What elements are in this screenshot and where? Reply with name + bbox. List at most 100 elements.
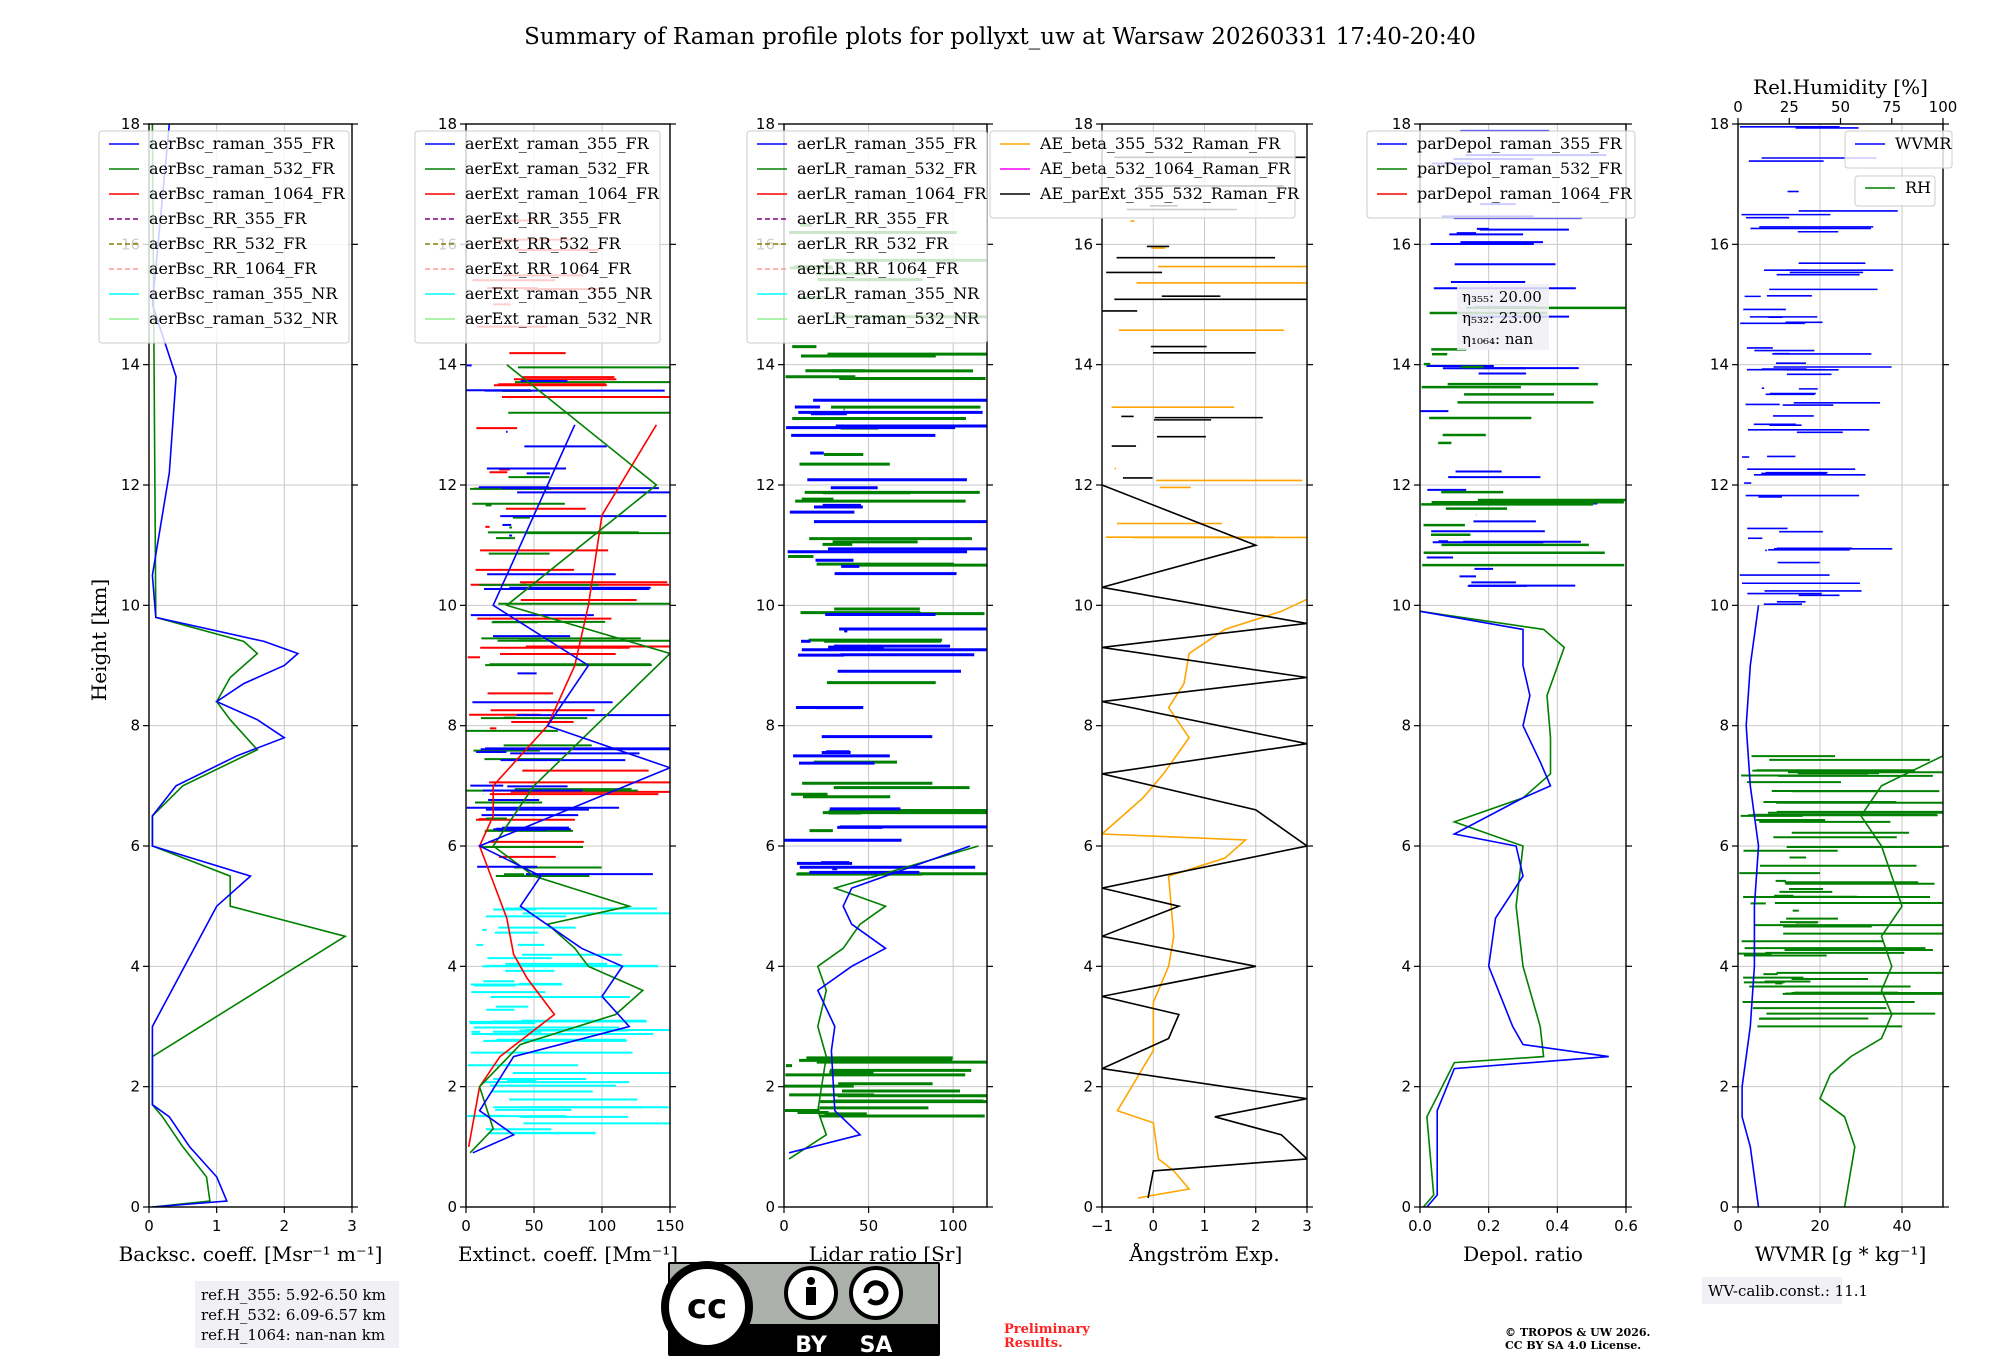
ext-1064-line bbox=[467, 424, 658, 1147]
y-tick-label: 16 bbox=[1392, 235, 1411, 253]
legend-label: parDepol_raman_355_FR bbox=[1417, 134, 1623, 153]
sa-icon bbox=[849, 1266, 903, 1320]
wv-calib-box: WV-calib.const.: 11.1 bbox=[1702, 1277, 1868, 1304]
y-tick-label: 8 bbox=[1083, 717, 1093, 735]
x-axis-label: Ångström Exp. bbox=[1128, 1241, 1279, 1266]
bsc-355-line bbox=[151, 124, 300, 1207]
legend-label: aerExt_RR_532_FR bbox=[465, 234, 622, 253]
legend-label: aerLR_raman_355_FR bbox=[797, 134, 977, 153]
legend-dep: parDepol_raman_355_FR parDepol_raman_532_… bbox=[1366, 130, 1636, 219]
top-x-tick-label: 25 bbox=[1780, 98, 1799, 116]
y-tick-label: 8 bbox=[1719, 717, 1729, 735]
legend-label: aerBsc_RR_532_FR bbox=[149, 234, 307, 253]
ref-h-355: ref.H_355: 5.92-6.50 km bbox=[201, 1286, 386, 1304]
legend-label: aerExt_RR_1064_FR bbox=[465, 259, 632, 278]
y-tick-label: 16 bbox=[1710, 235, 1729, 253]
legend-box bbox=[989, 130, 1296, 219]
sa-arrow bbox=[863, 1280, 889, 1306]
x-axis-label: Depol. ratio bbox=[1463, 1242, 1583, 1266]
ref-box-bg bbox=[195, 1281, 399, 1348]
y-tick-label: 14 bbox=[756, 356, 775, 374]
y-tick-label: 10 bbox=[1392, 596, 1411, 614]
legend-label: aerBsc_raman_355_FR bbox=[149, 134, 335, 153]
lr-532-line bbox=[788, 845, 979, 1160]
y-tick-label: 10 bbox=[1074, 596, 1093, 614]
x-tick-label: 0.4 bbox=[1545, 1217, 1569, 1235]
legend-ae: AE_beta_355_532_Raman_FR AE_beta_532_1064… bbox=[989, 130, 1300, 219]
dep-532-line bbox=[1420, 610, 1566, 1207]
top-x-tick-label: 75 bbox=[1882, 98, 1901, 116]
y-tick-label: 14 bbox=[438, 356, 457, 374]
x-tick-label: 20 bbox=[1810, 1217, 1829, 1235]
x-tick-label: 0 bbox=[1148, 1217, 1158, 1235]
x-axis-label: Backsc. coeff. [Msr⁻¹ m⁻¹] bbox=[119, 1242, 383, 1266]
ext-355-line bbox=[472, 424, 670, 1154]
legend-box bbox=[414, 130, 661, 344]
figure-title: Summary of Raman profile plots for polly… bbox=[524, 24, 1476, 50]
y-tick-label: 8 bbox=[130, 717, 140, 735]
y-tick-label: 0 bbox=[1401, 1198, 1411, 1216]
y-tick-label: 4 bbox=[1083, 957, 1093, 975]
legend-label: aerLR_RR_532_FR bbox=[797, 234, 949, 253]
y-tick-label: 0 bbox=[765, 1198, 775, 1216]
ref-heights-box: ref.H_355: 5.92-6.50 km ref.H_532: 6.09-… bbox=[195, 1281, 399, 1348]
legend-label: aerBsc_raman_1064_FR bbox=[149, 184, 346, 203]
y-tick-label: 2 bbox=[765, 1078, 775, 1096]
y-tick-label: 14 bbox=[121, 356, 140, 374]
cc-by-sa-badge: cc BY SA bbox=[661, 1261, 940, 1358]
x-tick-label: 0 bbox=[461, 1217, 471, 1235]
sa-text: SA bbox=[860, 1333, 893, 1358]
y-tick-label: 18 bbox=[1074, 115, 1093, 133]
legend-label: aerExt_RR_355_FR bbox=[465, 209, 622, 228]
y-tick-label: 0 bbox=[1083, 1198, 1093, 1216]
legend-label: aerExt_raman_532_FR bbox=[465, 159, 650, 178]
legend-box bbox=[1854, 175, 1936, 207]
panel-data bbox=[784, 223, 987, 1160]
y-tick-label: 18 bbox=[1392, 115, 1411, 133]
y-tick-label: 6 bbox=[1401, 837, 1411, 855]
x-tick-label: 1 bbox=[212, 1217, 222, 1235]
y-tick-label: 14 bbox=[1074, 356, 1093, 374]
y-tick-label: 2 bbox=[1401, 1078, 1411, 1096]
preliminary-line-2: Results. bbox=[1004, 1336, 1063, 1351]
y-tick-label: 4 bbox=[1401, 957, 1411, 975]
x-axis-label: Extinct. coeff. [Mm⁻¹] bbox=[458, 1242, 678, 1266]
legend-label: AE_parExt_355_532_Raman_FR bbox=[1039, 184, 1300, 203]
cc-icon bbox=[661, 1261, 753, 1353]
copyright-line-2: CC BY SA 4.0 License. bbox=[1505, 1339, 1641, 1352]
by-person-head bbox=[807, 1277, 815, 1285]
top-x-tick-label: 100 bbox=[1929, 98, 1958, 116]
x-tick-label: −1 bbox=[1091, 1217, 1113, 1235]
legend-wv: WVMR bbox=[1844, 130, 1953, 169]
x-tick-label: 100 bbox=[588, 1217, 617, 1235]
y-tick-label: 6 bbox=[1083, 837, 1093, 855]
panel-frame bbox=[465, 123, 671, 1208]
legend-label: aerBsc_raman_532_FR bbox=[149, 159, 335, 178]
y-tick-label: 14 bbox=[1392, 356, 1411, 374]
legend-box bbox=[98, 130, 350, 344]
legend-label: aerBsc_raman_532_NR bbox=[149, 309, 338, 328]
x-tick-label: 40 bbox=[1892, 1217, 1911, 1235]
y-tick-label: 6 bbox=[130, 837, 140, 855]
legend-label: aerExt_raman_1064_FR bbox=[465, 184, 660, 203]
panel-frame bbox=[783, 123, 988, 1208]
x-tick-label: 2 bbox=[1251, 1217, 1261, 1235]
y-tick-label: 10 bbox=[121, 596, 140, 614]
y-tick-label: 0 bbox=[130, 1198, 140, 1216]
legend-label: AE_beta_532_1064_Raman_FR bbox=[1039, 159, 1291, 178]
y-tick-label: 12 bbox=[756, 476, 775, 494]
legend-label: aerExt_raman_532_NR bbox=[465, 309, 653, 328]
wvmr-line bbox=[1741, 605, 1760, 1207]
y-axis-label: Height [km] bbox=[87, 579, 111, 701]
y-tick-label: 12 bbox=[1074, 476, 1093, 494]
y-tick-label: 10 bbox=[756, 596, 775, 614]
x-tick-label: 0 bbox=[779, 1217, 789, 1235]
eta-box: η₃₅₅: 20.00 η₅₃₂: 23.00 η₁₀₆₄: nan bbox=[1457, 284, 1549, 350]
y-tick-label: 10 bbox=[1710, 596, 1729, 614]
by-person-body bbox=[806, 1287, 816, 1305]
x-axis-label: WVMR [g * kg⁻¹] bbox=[1755, 1242, 1927, 1266]
y-tick-label: 6 bbox=[447, 837, 457, 855]
legend-label: aerLR_raman_355_NR bbox=[797, 284, 980, 303]
